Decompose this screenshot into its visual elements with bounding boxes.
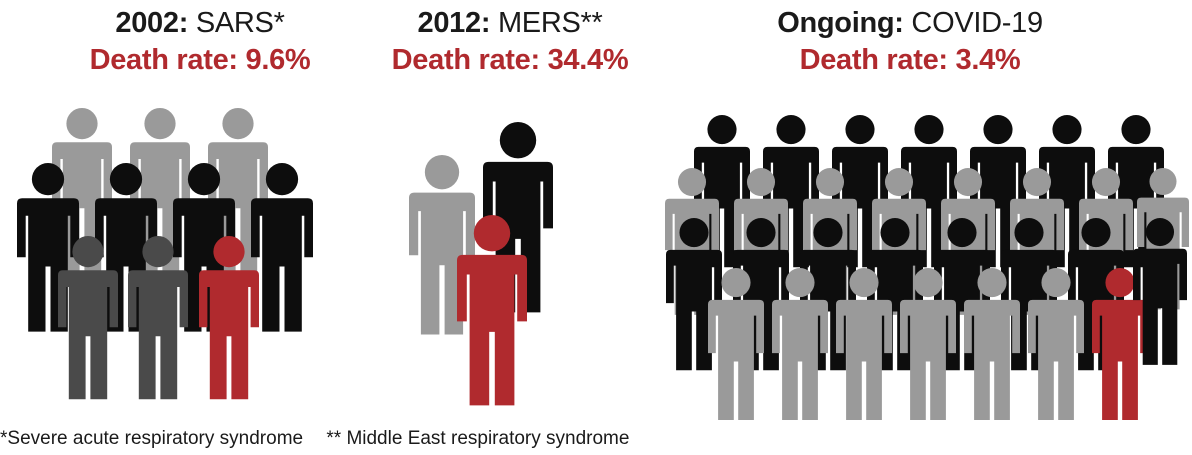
person-icon-9 xyxy=(199,236,259,400)
person-icon-42 xyxy=(1133,218,1187,365)
covid-heading: Ongoing: COVID-19 Death rate: 3.4% xyxy=(740,9,1080,75)
person-icon-6 xyxy=(251,163,313,332)
sars-year: 2002: xyxy=(115,7,189,39)
sars-disease: SARS* xyxy=(195,7,285,39)
footnote-sars: *Severe acute respiratory syndrome xyxy=(0,428,304,449)
footnote-mers: ** Middle East respiratory syndrome xyxy=(326,428,630,449)
mers-year: 2012: xyxy=(417,7,491,39)
covid-year: Ongoing: xyxy=(777,7,904,39)
person-icon-35 xyxy=(772,268,828,420)
footnotes: *Severe acute respiratory syndrome ** Mi… xyxy=(0,428,647,450)
person-icon-7 xyxy=(58,236,118,400)
sars-heading: 2002: SARS* Death rate: 9.6% xyxy=(50,9,350,75)
person-icon-12 xyxy=(457,215,527,406)
person-icon-36 xyxy=(836,268,892,420)
person-icon-37 xyxy=(900,268,956,420)
person-icon-8 xyxy=(128,236,188,400)
person-icon-39 xyxy=(1028,268,1084,420)
mers-heading: 2012: MERS** Death rate: 34.4% xyxy=(360,9,660,75)
person-icon-34 xyxy=(708,268,764,420)
mers-disease: MERS** xyxy=(497,7,603,39)
covid-disease: COVID-19 xyxy=(911,7,1043,39)
people-icon-grid xyxy=(17,108,1189,420)
sars-death-rate: Death rate: 9.6% xyxy=(89,44,311,76)
covid-death-rate: Death rate: 3.4% xyxy=(799,44,1021,76)
person-icon-38 xyxy=(964,268,1020,420)
person-icon-40 xyxy=(1092,268,1148,420)
mers-death-rate: Death rate: 34.4% xyxy=(391,44,629,76)
